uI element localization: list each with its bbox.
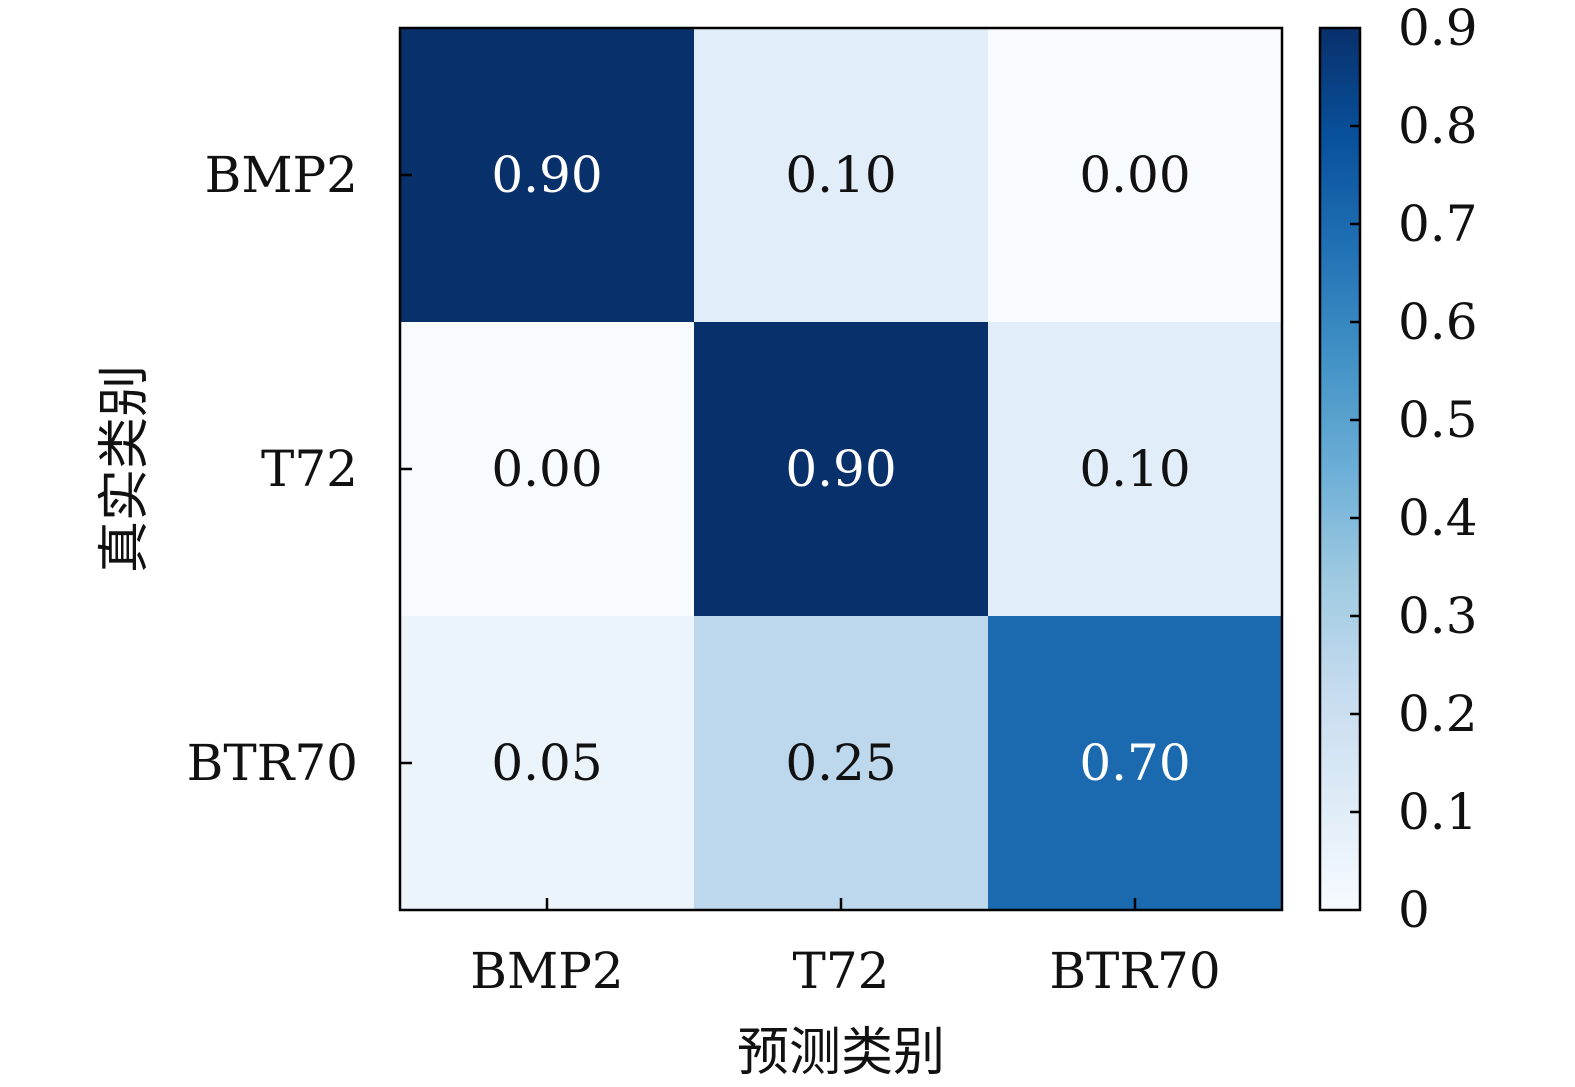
y-tick-label: BTR70 — [187, 734, 358, 792]
heatmap-cell-labels: 0.90 0.10 0.00 0.00 0.90 0.10 0.05 0.25 0.70 — [491, 146, 1190, 792]
x-tick-label: BMP2 — [470, 942, 623, 1000]
colorbar-gradient — [1318, 26, 1362, 912]
colorbar-ticks: 0 0.1 0.2 0.3 0.4 0.5 0.6 0.7 0.8 0.9 — [1350, 0, 1478, 939]
y-axis-title: 真实类别 — [95, 365, 155, 573]
x-axis-title: 预测类别 — [737, 1023, 945, 1083]
cell-value-label: 0.00 — [491, 440, 602, 498]
colorbar: 0 0.1 0.2 0.3 0.4 0.5 0.6 0.7 0.8 0.9 — [1318, 0, 1478, 939]
colorbar-tick-label: 0.8 — [1398, 97, 1478, 155]
heatmap-cell — [988, 616, 1283, 911]
colorbar-tick-label: 0.7 — [1398, 195, 1478, 253]
cell-value-label: 0.70 — [1079, 734, 1190, 792]
heatmap-cells — [400, 28, 1283, 911]
colorbar-tick-label: 0.2 — [1398, 685, 1478, 743]
colorbar-tick-label: 0 — [1398, 881, 1430, 939]
cell-value-label: 0.00 — [1079, 146, 1190, 204]
heatmap-cell — [400, 322, 695, 617]
cell-value-label: 0.90 — [785, 440, 896, 498]
cell-value-label: 0.05 — [491, 734, 602, 792]
heatmap-cell — [694, 28, 989, 323]
x-axis: BMP2 T72 BTR70 — [470, 898, 1221, 1000]
y-tick-label: T72 — [261, 440, 358, 498]
colorbar-tick-label: 0.9 — [1398, 0, 1478, 57]
heatmap-cell — [988, 28, 1283, 323]
colorbar-tick-label: 0.5 — [1398, 391, 1478, 449]
colorbar-tick-label: 0.4 — [1398, 489, 1478, 547]
y-tick-label: BMP2 — [205, 146, 358, 204]
cell-value-label: 0.90 — [491, 146, 602, 204]
heatmap-cell — [694, 616, 989, 911]
y-axis: BMP2 T72 BTR70 — [187, 146, 412, 792]
heatmap-cell — [400, 28, 695, 323]
cell-value-label: 0.25 — [785, 734, 896, 792]
x-tick-label: BTR70 — [1049, 942, 1220, 1000]
heatmap-cell — [988, 322, 1283, 617]
colorbar-tick-label: 0.1 — [1398, 783, 1478, 841]
x-tick-label: T72 — [793, 942, 890, 1000]
colorbar-tick-label: 0.6 — [1398, 293, 1478, 351]
cell-value-label: 0.10 — [1079, 440, 1190, 498]
heatmap-cell — [694, 322, 989, 617]
heatmap-cell — [400, 616, 695, 911]
colorbar-tick-label: 0.3 — [1398, 587, 1478, 645]
cell-value-label: 0.10 — [785, 146, 896, 204]
